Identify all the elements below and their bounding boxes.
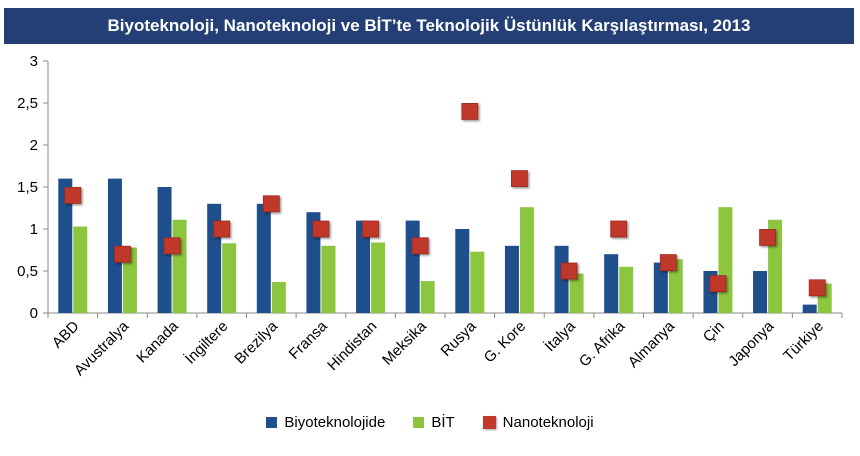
marker-nanoteknoloji: [759, 228, 776, 246]
marker-nanoteknoloji: [64, 186, 82, 204]
bar-biyoteknoloji: [58, 178, 73, 313]
marker-nanoteknoloji: [262, 195, 280, 213]
legend-swatch-nanoteknoloji: [482, 415, 496, 429]
chart-title-bar: Biyoteknoloji, Nanoteknoloji ve BİT’te T…: [4, 8, 854, 44]
x-category-label: İngiltere: [181, 317, 231, 367]
bar-biyoteknoloji: [653, 262, 668, 313]
legend-item-nanoteknoloji: Nanoteknoloji: [482, 413, 594, 431]
x-category-label: Türkiye: [780, 318, 827, 365]
marker-nanoteknoloji: [163, 237, 181, 255]
bar-bit: [271, 281, 286, 313]
bar-biyoteknoloji: [604, 254, 619, 313]
x-category-label: Almanya: [625, 317, 679, 371]
bar-bit: [321, 245, 336, 313]
legend-label-biyoteknoloji: Biyoteknolojide: [284, 413, 386, 431]
bar-bit: [619, 266, 634, 313]
marker-nanoteknoloji: [610, 220, 628, 238]
bar-biyoteknoloji: [405, 220, 420, 313]
bar-bit: [668, 259, 683, 313]
legend-swatch-bit: [413, 416, 425, 428]
y-tick-label: 2: [30, 137, 38, 154]
marker-nanoteknoloji: [114, 245, 131, 263]
marker-nanoteknoloji: [362, 220, 379, 238]
marker-nanoteknoloji: [808, 279, 826, 297]
bar-biyoteknoloji: [455, 229, 470, 313]
bar-bit: [569, 273, 584, 313]
bar-biyoteknoloji: [207, 203, 222, 313]
marker-nanoteknoloji: [312, 220, 330, 238]
x-category-label: Rusya: [438, 317, 481, 360]
bar-bit: [718, 207, 733, 313]
bar-bit: [371, 242, 386, 313]
bar-biyoteknoloji: [802, 304, 817, 313]
marker-nanoteknoloji: [461, 103, 479, 120]
y-tick-label: 1,5: [17, 179, 38, 196]
x-category-label: Avustralya: [71, 317, 133, 379]
bar-bit: [172, 219, 187, 313]
legend-item-bit: BİT: [413, 413, 455, 431]
legend-label-nanoteknoloji: Nanoteknoloji: [502, 413, 594, 431]
legend-swatch-biyoteknoloji: [266, 416, 278, 428]
legend: Biyoteknolojide BİT Nanoteknoloji: [0, 410, 860, 434]
y-tick-label: 2,5: [17, 95, 38, 112]
x-category-label: Japonya: [725, 317, 778, 370]
y-tick-label: 0,5: [17, 263, 38, 280]
legend-label-bit: BİT: [431, 413, 455, 431]
x-category-label: G. Afrika: [576, 317, 629, 370]
bar-bit: [73, 226, 88, 313]
x-category-label: Fransa: [286, 317, 331, 362]
bar-bit: [519, 207, 534, 313]
y-tick-label: 0: [30, 305, 38, 322]
marker-nanoteknoloji: [709, 275, 727, 293]
marker-nanoteknoloji: [213, 220, 231, 238]
x-category-label: Kanada: [133, 317, 182, 366]
bar-biyoteknoloji: [356, 220, 371, 313]
marker-nanoteknoloji: [511, 170, 528, 188]
x-category-label: Brezilya: [231, 317, 281, 367]
marker-nanoteknoloji: [560, 262, 578, 280]
x-category-label: İtalya: [541, 317, 580, 356]
bar-bit: [222, 243, 237, 313]
x-category-label: Çin: [700, 318, 728, 346]
y-tick-label: 1: [30, 221, 38, 238]
y-tick-label: 3: [30, 53, 38, 70]
marker-nanoteknoloji: [659, 254, 677, 272]
bar-bit: [122, 247, 137, 313]
x-category-label: G. Kore: [481, 318, 530, 367]
chart-title: Biyoteknoloji, Nanoteknoloji ve BİT’te T…: [107, 16, 751, 35]
legend-item-biyoteknoloji: Biyoteknolojide: [266, 414, 385, 431]
marker-nanoteknoloji: [411, 237, 429, 255]
x-category-label: Meksika: [379, 317, 430, 368]
bar-biyoteknoloji: [504, 245, 519, 313]
bar-biyoteknoloji: [753, 271, 768, 313]
bar-bit: [470, 251, 485, 313]
x-category-label: ABD: [49, 318, 83, 352]
x-category-label: Hindistan: [324, 318, 380, 374]
bar-bit: [420, 281, 435, 313]
bar-biyoteknoloji: [256, 203, 271, 313]
